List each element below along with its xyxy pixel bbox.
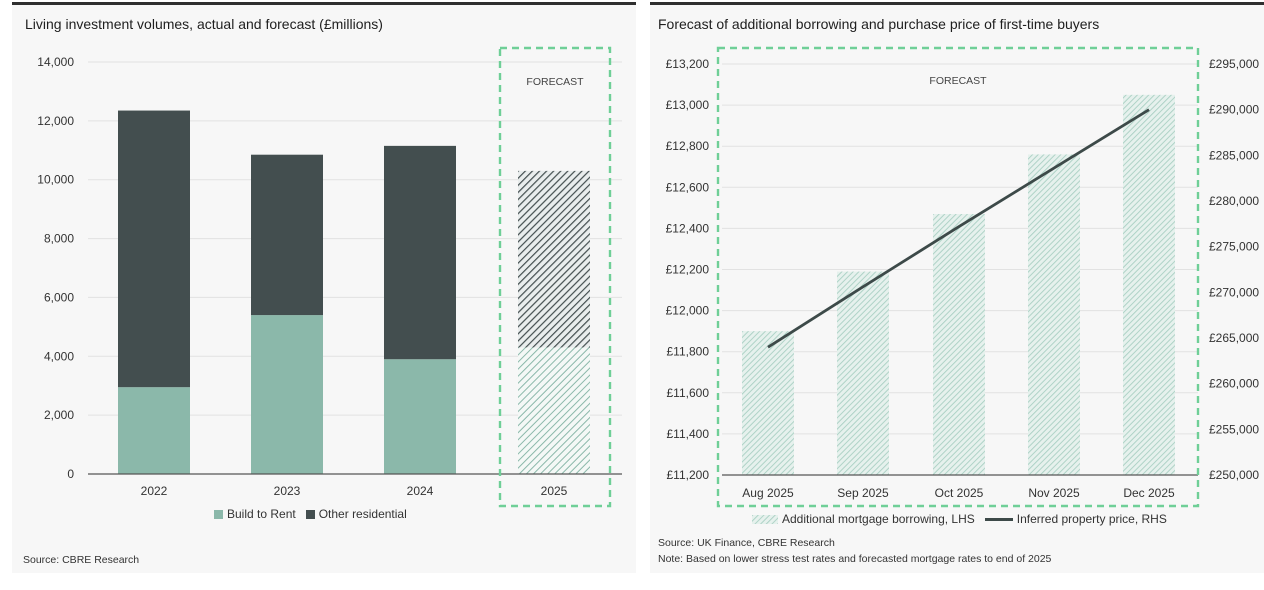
bar-build-to-rent-2024	[384, 359, 456, 474]
bar-mortgage-borrowing-Sep-2025	[837, 271, 889, 475]
bar-build-to-rent-2023	[251, 315, 323, 474]
right-left-ytick-label: £13,200	[666, 57, 710, 71]
legend-label-property-price: Inferred property price, RHS	[1016, 512, 1167, 526]
right-left-ytick-label: £11,400	[667, 427, 710, 441]
right-left-ytick-label: £12,400	[666, 221, 710, 235]
left-chart-title: Living investment volumes, actual and fo…	[25, 16, 383, 32]
right-chart-panel: Forecast of additional borrowing and pur…	[650, 2, 1264, 573]
right-right-ytick-label: £255,000	[1209, 422, 1259, 436]
left-ytick-label: 10,000	[37, 173, 74, 187]
bar-other-residential-2022	[118, 110, 190, 388]
left-ytick-label: 0	[67, 467, 74, 481]
right-chart-title: Forecast of additional borrowing and pur…	[658, 16, 1100, 32]
right-right-ytick-label: £250,000	[1209, 468, 1259, 482]
left-ytick-label: 14,000	[37, 55, 74, 69]
legend-label-build-to-rent: Build to Rent	[227, 507, 296, 521]
legend-item-other-residential: Other residential	[305, 507, 407, 521]
right-chart-svg: £11,200 £11,400 £11,600 £11,800 £12,000 £12,2…	[666, 46, 1259, 508]
right-right-ytick-label: £275,000	[1209, 240, 1259, 254]
right-right-ytick-label: £270,000	[1209, 285, 1259, 299]
left-chart-source: Source: CBRE Research	[23, 554, 140, 566]
left-ytick-label: 12,000	[37, 114, 74, 128]
bar-mortgage-borrowing-Oct-2025	[933, 214, 985, 475]
right-right-ytick-label: £260,000	[1209, 377, 1259, 391]
bar-build-to-rent-2022	[118, 387, 190, 474]
legend-swatch-property-price	[984, 517, 1013, 521]
right-chart-source: Source: UK Finance, CBRE Research	[658, 537, 835, 549]
left-ytick-label: 2,000	[44, 408, 74, 422]
legend-swatch-other-residential	[305, 509, 315, 519]
bar-other-residential-2025	[518, 170, 590, 348]
legend-item-mortgage-borrowing: Additional mortgage borrowing, LHS	[752, 512, 975, 526]
right-left-ytick-label: £12,800	[666, 139, 710, 153]
bar-build-to-rent-2025	[518, 347, 590, 474]
bar-mortgage-borrowing-Nov-2025	[1028, 154, 1080, 476]
legend-label-other-residential: Other residential	[318, 507, 407, 521]
left-chart-panel: Living investment volumes, actual and fo…	[12, 2, 636, 573]
right-left-ytick-label: £12,000	[666, 304, 710, 318]
left-chart-legend: Build to Rent Other residential	[214, 507, 417, 521]
right-xtick-label: Oct 2025	[935, 486, 984, 500]
right-right-ytick-label: £295,000	[1209, 57, 1259, 71]
left-ytick-label: 6,000	[44, 290, 74, 304]
right-forecast-box	[716, 46, 1200, 508]
legend-swatch-mortgage-borrowing	[752, 514, 778, 524]
bar-other-residential-2023	[251, 154, 323, 316]
legend-swatch-build-to-rent	[214, 509, 223, 519]
legend-item-build-to-rent: Build to Rent	[214, 507, 296, 521]
left-xtick-label: 2023	[274, 484, 301, 498]
left-xtick-label: 2024	[407, 484, 434, 498]
right-xtick-label: Dec 2025	[1123, 486, 1175, 500]
right-right-ytick-label: £265,000	[1209, 331, 1259, 345]
right-right-ytick-label: £280,000	[1209, 194, 1259, 208]
left-ytick-label: 8,000	[44, 232, 74, 246]
left-ytick-label: 4,000	[44, 349, 74, 363]
left-forecast-label: FORECAST	[526, 76, 584, 88]
right-left-ytick-label: £11,800	[667, 345, 710, 359]
right-chart-legend: Additional mortgage borrowing, LHS Infer…	[752, 512, 1177, 526]
left-xtick-label: 2022	[141, 484, 168, 498]
right-xtick-label: Sep 2025	[837, 486, 889, 500]
right-left-ytick-label: £11,600	[667, 386, 710, 400]
right-xtick-label: Nov 2025	[1028, 486, 1080, 500]
right-left-ytick-label: £11,200	[667, 468, 710, 482]
legend-item-property-price: Inferred property price, RHS	[984, 512, 1167, 526]
bar-mortgage-borrowing-Aug-2025	[742, 331, 794, 475]
right-left-ytick-label: £12,600	[666, 180, 710, 194]
right-forecast-label: FORECAST	[929, 75, 987, 87]
right-left-ytick-label: £13,000	[666, 98, 710, 112]
legend-label-mortgage-borrowing: Additional mortgage borrowing, LHS	[782, 512, 975, 526]
right-xtick-label: Aug 2025	[742, 486, 794, 500]
left-chart-svg: 0 2,000 4,000 6,000 8,000 10,000 12,000 14,000 2…	[37, 46, 622, 508]
left-forecast-box	[498, 46, 612, 508]
bar-other-residential-2024	[384, 145, 456, 360]
bar-mortgage-borrowing-Dec-2025	[1123, 94, 1175, 475]
right-chart-note: Note: Based on lower stress test rates a…	[658, 553, 1052, 565]
right-right-ytick-label: £285,000	[1209, 148, 1259, 162]
right-left-ytick-label: £12,200	[666, 263, 710, 277]
right-right-ytick-label: £290,000	[1209, 103, 1259, 117]
left-xtick-label: 2025	[541, 484, 568, 498]
